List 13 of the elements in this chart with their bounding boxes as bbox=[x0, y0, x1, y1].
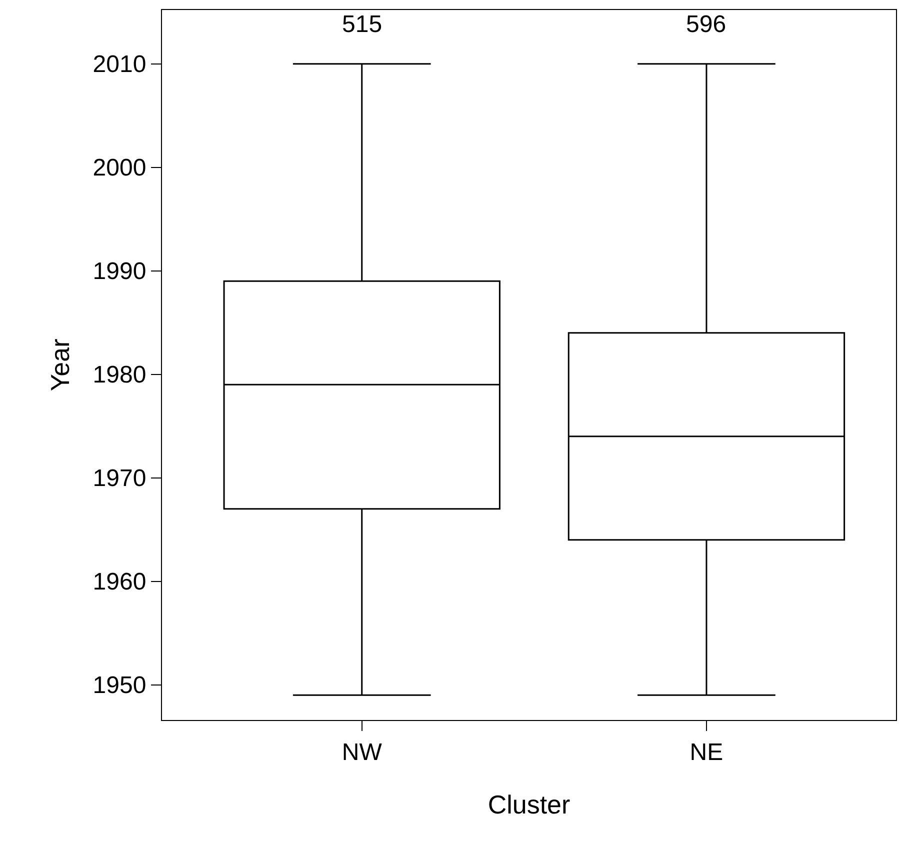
y-tick-label: 2000 bbox=[92, 154, 146, 182]
annotation: 515 bbox=[342, 11, 382, 38]
x-axis-title: Cluster bbox=[488, 790, 571, 820]
annotation: 596 bbox=[686, 11, 726, 38]
y-tick-label: 1950 bbox=[92, 672, 146, 700]
y-tick-label: 1980 bbox=[92, 362, 146, 389]
x-tick-label: NE bbox=[690, 738, 724, 766]
x-tick-label: NW bbox=[342, 738, 382, 766]
y-tick-label: 1990 bbox=[92, 258, 146, 286]
y-tick-label: 1970 bbox=[92, 465, 146, 492]
y-axis-title: Year bbox=[45, 338, 76, 392]
y-tick-label: 1960 bbox=[92, 568, 146, 596]
y-tick-label: 2010 bbox=[92, 51, 146, 78]
